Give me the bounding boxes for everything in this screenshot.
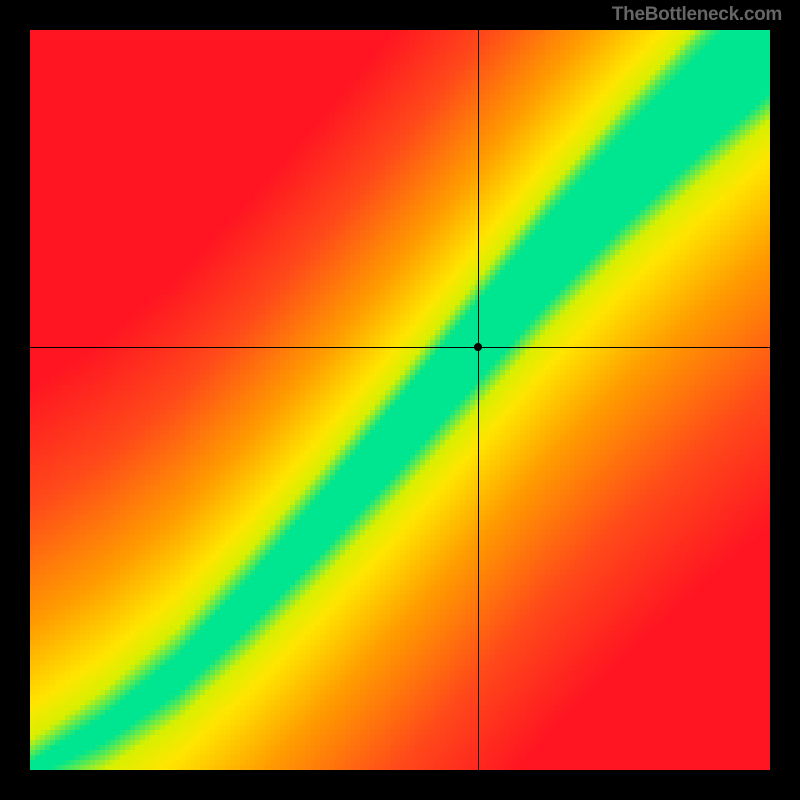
watermark-text: TheBottleneck.com xyxy=(612,4,782,26)
crosshair-vertical xyxy=(478,30,479,770)
heatmap-plot xyxy=(30,30,770,770)
crosshair-marker-dot xyxy=(474,343,482,351)
crosshair-horizontal xyxy=(30,347,770,348)
heatmap-canvas xyxy=(30,30,770,770)
